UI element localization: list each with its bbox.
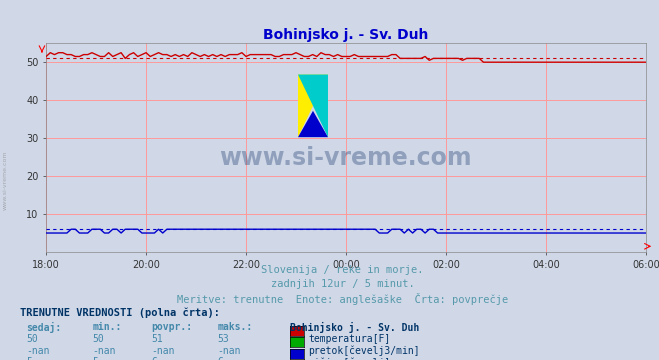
Text: 51: 51 xyxy=(152,334,163,344)
Text: 5: 5 xyxy=(92,357,98,360)
Polygon shape xyxy=(298,75,328,137)
Text: TRENUTNE VREDNOSTI (polna črta):: TRENUTNE VREDNOSTI (polna črta): xyxy=(20,308,219,318)
Text: pretok[čevelj3/min]: pretok[čevelj3/min] xyxy=(308,346,420,356)
Text: -nan: -nan xyxy=(152,346,175,356)
Polygon shape xyxy=(298,111,328,137)
Text: 50: 50 xyxy=(26,334,38,344)
Title: Bohinjsko j. - Sv. Duh: Bohinjsko j. - Sv. Duh xyxy=(264,28,428,42)
Text: min.:: min.: xyxy=(92,322,122,332)
Text: Bohinjsko j. - Sv. Duh: Bohinjsko j. - Sv. Duh xyxy=(290,322,419,333)
Text: 53: 53 xyxy=(217,334,229,344)
Text: maks.:: maks.: xyxy=(217,322,252,332)
Polygon shape xyxy=(298,75,328,137)
Text: 50: 50 xyxy=(92,334,104,344)
Text: višina[čevelj]: višina[čevelj] xyxy=(308,357,391,360)
Text: Slovenija / reke in morje.: Slovenija / reke in morje. xyxy=(262,265,424,275)
Text: Meritve: trenutne  Enote: anglešaške  Črta: povprečje: Meritve: trenutne Enote: anglešaške Črta… xyxy=(177,293,508,305)
Text: 6: 6 xyxy=(217,357,223,360)
Text: -nan: -nan xyxy=(217,346,241,356)
Text: temperatura[F]: temperatura[F] xyxy=(308,334,391,344)
Text: zadnjih 12ur / 5 minut.: zadnjih 12ur / 5 minut. xyxy=(271,279,415,289)
Text: -nan: -nan xyxy=(92,346,116,356)
Text: -nan: -nan xyxy=(26,346,50,356)
Text: sedaj:: sedaj: xyxy=(26,322,61,333)
Text: www.si-vreme.com: www.si-vreme.com xyxy=(3,150,8,210)
Text: povpr.:: povpr.: xyxy=(152,322,192,332)
Text: www.si-vreme.com: www.si-vreme.com xyxy=(219,146,473,170)
Text: 5: 5 xyxy=(26,357,32,360)
Text: 6: 6 xyxy=(152,357,158,360)
